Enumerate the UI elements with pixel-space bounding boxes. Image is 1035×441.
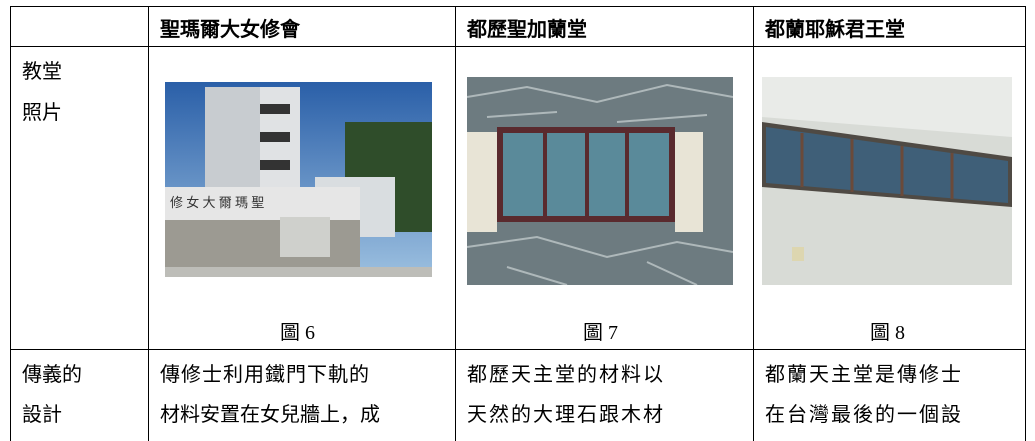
row-label: 傳義的: [22, 364, 82, 386]
caption: 圖 6: [280, 322, 315, 344]
rule: [148, 6, 149, 441]
photo: 修 女 大 爾 瑪 聖: [165, 82, 432, 277]
rule: [10, 46, 1026, 47]
rule: [10, 6, 11, 441]
cell-text: 傳修士利用鐵門下軌的: [160, 364, 370, 386]
rule: [10, 6, 1026, 7]
rule: [1025, 6, 1026, 441]
cell-text: 天然的大理石跟木材: [467, 404, 665, 426]
cell-text: 都蘭天主堂是傳修士: [765, 364, 963, 386]
row-label: 照片: [22, 102, 62, 124]
caption: 圖 7: [583, 322, 618, 344]
cell-text: 材料安置在女兒牆上，成: [160, 404, 380, 426]
svg-text:修 女 大 爾 瑪 聖: 修 女 大 爾 瑪 聖: [170, 195, 264, 210]
header-cell: 都歷聖加蘭堂: [467, 19, 587, 41]
rule: [455, 6, 456, 441]
header-cell: 聖瑪爾大女修會: [160, 19, 300, 41]
cell-text: 在台灣最後的一個設: [765, 404, 963, 426]
row-label: 教堂: [22, 61, 62, 83]
photo: [467, 77, 733, 285]
header-cell: 都蘭耶穌君王堂: [765, 19, 905, 41]
photo: [762, 77, 1012, 285]
row-label: 設計: [22, 404, 62, 426]
cell-text: 都歷天主堂的材料以: [467, 364, 665, 386]
caption: 圖 8: [870, 322, 905, 344]
rule: [753, 6, 754, 441]
rule: [10, 349, 1026, 350]
